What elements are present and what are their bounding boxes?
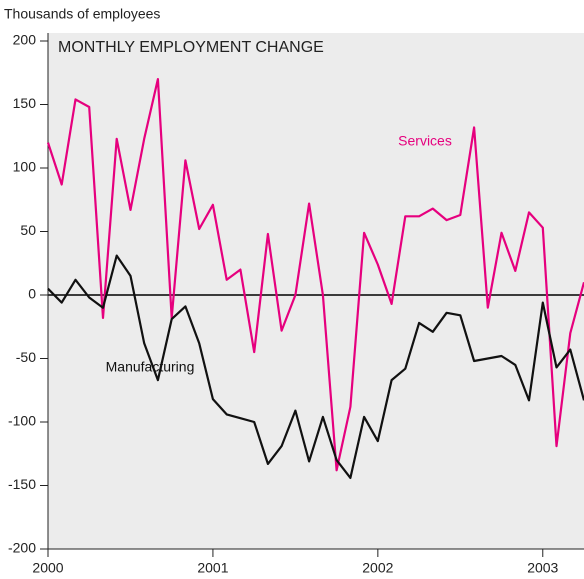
y-tick-label: 100 [13, 159, 37, 175]
plot-background [48, 33, 584, 549]
series-label: Services [398, 133, 452, 149]
y-tick-label: 50 [20, 222, 36, 238]
y-tick-label: -100 [8, 413, 36, 429]
y-tick-label: -50 [16, 349, 36, 365]
y-tick-label: 200 [13, 32, 37, 48]
y-tick-label: 150 [13, 95, 37, 111]
x-tick-label: 2001 [197, 560, 228, 576]
series-label: Manufacturing [106, 359, 195, 375]
y-axis-label: Thousands of employees [4, 6, 160, 22]
y-tick-label: 0 [28, 286, 36, 302]
chart-title: MONTHLY EMPLOYMENT CHANGE [58, 39, 324, 56]
y-tick-label: -200 [8, 540, 36, 556]
series-line [46, 77, 584, 472]
x-tick-label: 2002 [362, 560, 393, 576]
x-tick-label: 2000 [32, 560, 63, 576]
x-tick-label: 2003 [527, 560, 558, 576]
y-tick-label: -150 [8, 476, 36, 492]
series-line [47, 254, 584, 479]
